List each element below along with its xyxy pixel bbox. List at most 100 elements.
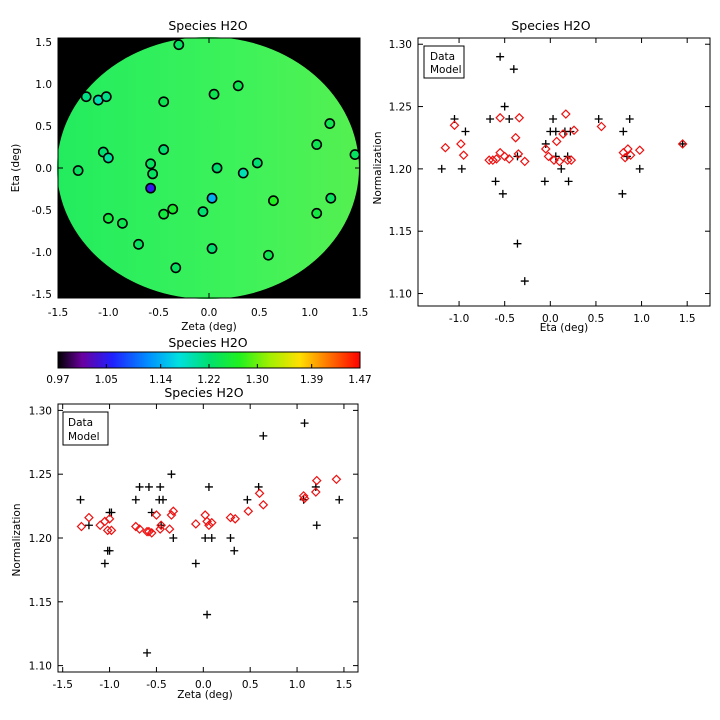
zeta-panel: Species H2O -1.5 -1.0 -0.5 0.0 0.5 1.0 1.5 1.1…: [11, 385, 359, 701]
zeta-data-point: [335, 495, 344, 504]
zeta-legend-model: Model: [68, 431, 100, 443]
zeta-data-point: [143, 648, 152, 657]
zeta-y-tick-label: 1.20: [29, 533, 52, 545]
eta-model-point: [543, 151, 554, 162]
eta-model-point: [495, 112, 505, 123]
zeta-data-point: [204, 482, 213, 491]
map-point: [206, 243, 218, 254]
eta-x-tick-label: 0.0: [542, 313, 559, 325]
zeta-data-point: [159, 495, 167, 504]
eta-model-point: [562, 155, 573, 166]
zeta-x-tick-label: 1.0: [289, 679, 306, 691]
eta-y-tick-label: 1.10: [389, 289, 412, 301]
eta-data-point: [505, 115, 514, 124]
zeta-ylabel: Normalization: [11, 504, 23, 577]
eta-x-tick-label: 0.5: [588, 313, 605, 325]
colorbar-tick-label: 1.30: [246, 374, 269, 386]
eta-data-point: [549, 115, 558, 124]
zeta-xlabel: Zeta (deg): [177, 689, 233, 701]
eta-data-point: [437, 164, 446, 173]
zeta-model-point: [144, 526, 154, 537]
eta-data-point: [491, 177, 500, 186]
eta-data-point: [635, 164, 644, 173]
zeta-model-point: [243, 506, 254, 517]
zeta-model-point: [258, 499, 269, 510]
zeta-data-point: [207, 534, 216, 542]
colorbar-tick-label: 1.39: [300, 374, 323, 386]
zeta-model-point: [130, 521, 141, 532]
zeta-data-point: [191, 559, 200, 568]
zeta-data-point: [243, 495, 252, 504]
map-y-tick-label: -1.0: [32, 247, 53, 259]
eta-data-point: [594, 115, 603, 124]
zeta-model-point: [298, 491, 309, 501]
colorbar-panel: Species H2O 0.97 1.05 1.14 1.22 1.30 1.39 1.47: [46, 335, 371, 386]
zeta-data-point: [131, 495, 140, 504]
map-point: [117, 217, 128, 229]
eta-data-point: [500, 102, 509, 111]
zeta-model-point: [76, 521, 87, 532]
colorbar-tick-label: 0.97: [46, 374, 69, 386]
eta-x-tick-label: 1.0: [633, 313, 650, 325]
eta-data-point: [551, 127, 560, 136]
eta-model-point: [677, 139, 688, 149]
eta-model-point: [514, 112, 525, 123]
map-point: [349, 149, 361, 160]
eta-model-point: [551, 136, 562, 147]
zeta-model-point: [310, 487, 321, 497]
map-x-tick-label: -0.5: [148, 307, 169, 319]
map-x-tick-label: -1.0: [98, 307, 119, 319]
zeta-model-point: [84, 512, 94, 523]
map-point: [197, 206, 209, 218]
zeta-model-point: [230, 514, 241, 524]
eta-data-point: [520, 277, 529, 286]
map-point: [167, 203, 179, 215]
map-point: [102, 152, 114, 164]
eta-legend-data: Data: [430, 51, 455, 63]
zeta-model-point: [254, 488, 265, 499]
map-point: [158, 208, 170, 220]
zeta-data-point: [312, 521, 321, 530]
eta-data-point: [496, 52, 505, 61]
eta-y-tick-label: 1.20: [389, 164, 412, 176]
map-point: [232, 80, 244, 92]
colorbar-tick-label: 1.22: [197, 374, 220, 386]
eta-data-point: [509, 65, 518, 74]
eta-x-tick-label: -0.5: [494, 313, 515, 325]
eta-panel: Species H2O -1.0 -0.5 0.0 0.5 1.0 1.5 1.10 1.1…: [372, 18, 711, 334]
zeta-data-point: [135, 482, 144, 491]
eta-title: Species H2O: [511, 18, 590, 33]
eta-model-point: [540, 144, 551, 154]
map-point: [100, 91, 112, 103]
zeta-y-tick-label: 1.30: [29, 405, 52, 417]
map-point: [145, 158, 157, 170]
map-point: [211, 162, 223, 174]
map-x-tick-label: 0.5: [251, 307, 268, 319]
map-point: [206, 192, 218, 204]
zeta-model-point: [164, 524, 175, 534]
map-point: [311, 139, 323, 150]
zeta-x-tick-label: 1.5: [336, 679, 353, 691]
zeta-model-point: [190, 519, 201, 529]
map-point: [158, 144, 170, 155]
zeta-model-point: [168, 506, 179, 517]
zeta-x-tick-label: -1.5: [52, 679, 73, 691]
zeta-model-point: [206, 517, 217, 528]
map-y-tick-label: 1.0: [35, 79, 52, 91]
map-point: [262, 249, 274, 261]
eta-data-point: [618, 189, 627, 198]
eta-data-point: [540, 177, 549, 186]
zeta-data-point: [226, 534, 235, 542]
map-point: [268, 195, 279, 207]
map-ylabel: Eta (deg): [10, 144, 22, 193]
map-point: [237, 167, 249, 179]
zeta-data-point: [230, 546, 239, 555]
eta-model-point: [634, 145, 645, 156]
map-field: [57, 37, 359, 299]
eta-data-point: [486, 115, 495, 124]
eta-model-point: [458, 150, 469, 161]
zeta-data-point: [300, 419, 309, 428]
eta-data-point: [619, 127, 628, 136]
eta-y-tick-label: 1.15: [389, 226, 412, 238]
